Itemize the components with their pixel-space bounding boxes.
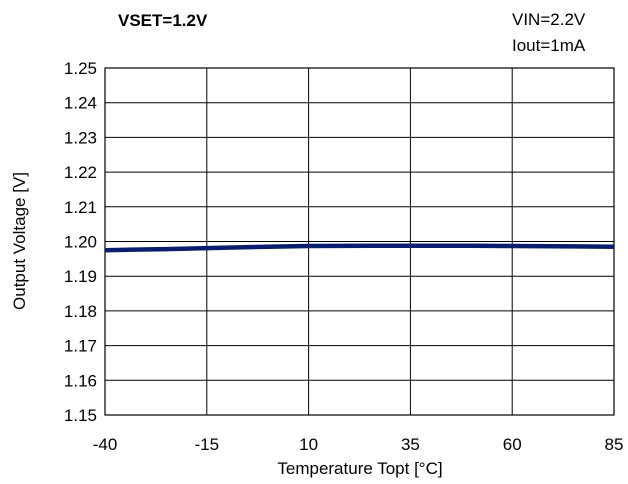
- y-tick-label: 1.16: [64, 371, 97, 390]
- y-tick-label: 1.21: [64, 198, 97, 217]
- series-line: [105, 246, 614, 251]
- y-tick-labels: 1.15 1.16 1.17 1.18 1.19 1.20 1.21 1.22 1.23 1.24…: [64, 59, 97, 425]
- y-tick-label: 1.24: [64, 94, 97, 113]
- x-tick-label: 10: [299, 435, 318, 454]
- y-tick-label: 1.17: [64, 337, 97, 356]
- x-tick-label: -40: [93, 435, 118, 454]
- x-tick-label: -15: [195, 435, 220, 454]
- x-tick-label: 35: [401, 435, 420, 454]
- series-layer: [105, 246, 614, 251]
- x-axis-title: Temperature Topt [°C]: [277, 459, 442, 478]
- y-tick-label: 1.20: [64, 233, 97, 252]
- x-tick-label: 60: [503, 435, 522, 454]
- annotation-vin: VIN=2.2V: [512, 10, 586, 29]
- y-tick-label: 1.15: [64, 406, 97, 425]
- x-tick-label: 85: [605, 435, 624, 454]
- y-tick-label: 1.18: [64, 302, 97, 321]
- y-tick-label: 1.23: [64, 128, 97, 147]
- y-tick-label: 1.25: [64, 59, 97, 78]
- x-tick-labels: -40 -15 10 35 60 85: [93, 435, 624, 454]
- grid: [105, 68, 614, 415]
- y-tick-label: 1.22: [64, 163, 97, 182]
- y-axis-title: Output Voltage [V]: [10, 172, 29, 310]
- chart-title: VSET=1.2V: [118, 11, 208, 30]
- y-tick-label: 1.19: [64, 267, 97, 286]
- annotation-iout: Iout=1mA: [512, 36, 586, 55]
